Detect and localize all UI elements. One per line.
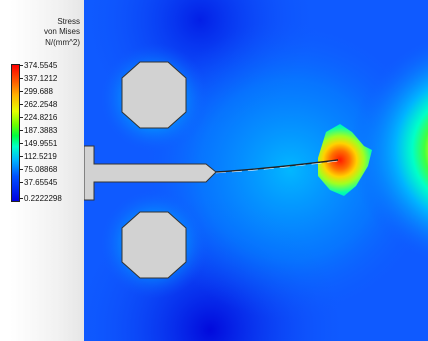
lower-pin-hole[interactable] bbox=[121, 211, 187, 279]
legend-tick-mark bbox=[19, 169, 23, 170]
legend-title-von-mises: von Mises bbox=[43, 27, 80, 36]
stress-legend-panel: Stress von Mises N/(mm^2) 374.5545 337.1… bbox=[0, 0, 84, 341]
legend-tick-mark bbox=[19, 104, 23, 105]
legend-tick-mark bbox=[19, 65, 23, 66]
legend-value: 262.2548 bbox=[24, 100, 58, 109]
legend-value: 149.9551 bbox=[24, 139, 58, 148]
crack-path[interactable] bbox=[215, 159, 339, 173]
crack-highlight bbox=[215, 160, 339, 174]
legend-units: N/(mm^2) bbox=[45, 38, 80, 47]
legend-value: 112.5219 bbox=[24, 152, 57, 161]
stress-contour-plot[interactable] bbox=[84, 0, 428, 341]
crack-tip-stress-concentration bbox=[318, 124, 372, 196]
notch-slot[interactable] bbox=[84, 145, 217, 201]
legend-value: 187.3883 bbox=[24, 126, 58, 135]
legend-tick-mark bbox=[19, 78, 23, 79]
legend-tick-mark bbox=[19, 130, 23, 131]
legend-tick-mark bbox=[19, 182, 23, 183]
legend-value: 37.65545 bbox=[24, 178, 58, 187]
legend-value: 337.1212 bbox=[24, 74, 58, 83]
legend-value: 75.08868 bbox=[24, 165, 58, 174]
stress-colorbar bbox=[11, 64, 20, 202]
legend-tick-mark bbox=[19, 156, 23, 157]
legend-tick-mark bbox=[19, 117, 23, 118]
legend-tick-mark bbox=[19, 91, 23, 92]
legend-value: 374.5545 bbox=[24, 61, 58, 70]
legend-title-stress: Stress bbox=[57, 17, 80, 26]
legend-tick-mark bbox=[19, 198, 23, 199]
legend-tick-mark bbox=[19, 143, 23, 144]
legend-value: 299.688 bbox=[24, 87, 53, 96]
upper-pin-hole[interactable] bbox=[121, 61, 187, 129]
legend-value: 224.8216 bbox=[24, 113, 58, 122]
legend-value: 0.2222298 bbox=[24, 194, 62, 203]
